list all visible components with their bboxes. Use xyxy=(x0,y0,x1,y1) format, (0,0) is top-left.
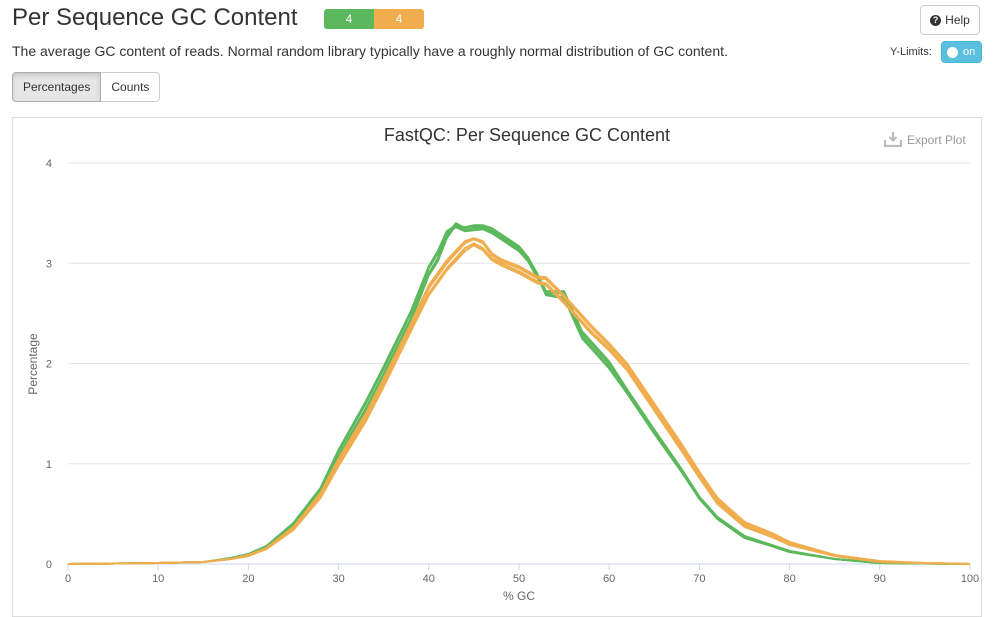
series-lines xyxy=(67,222,971,565)
pass-count-badge[interactable]: 4 xyxy=(324,9,374,29)
warn-count-badge[interactable]: 4 xyxy=(374,9,424,29)
y-tick-label: 2 xyxy=(46,359,52,371)
ylimits-toggle[interactable]: on xyxy=(941,41,982,63)
x-tick-label: 40 xyxy=(423,573,435,585)
x-tick-label: 100 xyxy=(961,573,979,585)
series-line-4[interactable] xyxy=(67,224,971,565)
section-description: The average GC content of reads. Normal … xyxy=(12,43,728,59)
gc-content-chart: FastQC: Per Sequence GC Content Percenta… xyxy=(26,125,979,603)
x-tick-label: 10 xyxy=(152,573,164,585)
series-line-2[interactable] xyxy=(67,226,971,565)
x-tick-label: 90 xyxy=(874,573,886,585)
x-tick-label: 80 xyxy=(783,573,795,585)
y-tick-label: 4 xyxy=(46,158,52,170)
page-title: Per Sequence GC Content xyxy=(12,4,298,31)
x-tick-label: 0 xyxy=(65,573,71,585)
x-tick-label: 60 xyxy=(603,573,615,585)
series-line-6[interactable] xyxy=(67,238,971,565)
data-type-tabs: Percentages Counts xyxy=(12,72,161,102)
y-tick-label: 3 xyxy=(46,258,52,270)
tab-counts[interactable]: Counts xyxy=(101,72,161,102)
y-axis-label: Percentage xyxy=(26,333,40,395)
x-axis-label: % GC xyxy=(503,589,535,603)
x-tick-label: 20 xyxy=(242,573,254,585)
status-badges: 4 4 xyxy=(324,9,424,29)
toggle-knob xyxy=(947,46,958,58)
question-circle-icon: ? xyxy=(930,14,942,26)
chart-title: FastQC: Per Sequence GC Content xyxy=(384,125,670,145)
help-button-label: Help xyxy=(945,13,970,27)
y-tick-label: 1 xyxy=(46,459,52,471)
export-plot-label: Export Plot xyxy=(907,132,966,147)
grid-lines xyxy=(68,162,970,565)
series-line-7[interactable] xyxy=(67,244,971,565)
export-plot-button[interactable]: Export Plot xyxy=(884,132,966,147)
tab-percentages[interactable]: Percentages xyxy=(12,72,102,102)
x-tick-label: 50 xyxy=(513,573,525,585)
series-line-3[interactable] xyxy=(67,224,971,565)
x-tick-label: 70 xyxy=(693,573,705,585)
ylimits-state: on xyxy=(963,46,976,58)
y-tick-label: 0 xyxy=(46,559,52,571)
help-button[interactable]: ? Help xyxy=(920,5,980,35)
ylimits-label: Y-Limits: xyxy=(890,46,932,58)
x-tick-label: 30 xyxy=(332,573,344,585)
series-line-8[interactable] xyxy=(67,237,971,565)
series-line-5[interactable] xyxy=(67,242,971,565)
download-icon xyxy=(884,132,902,147)
